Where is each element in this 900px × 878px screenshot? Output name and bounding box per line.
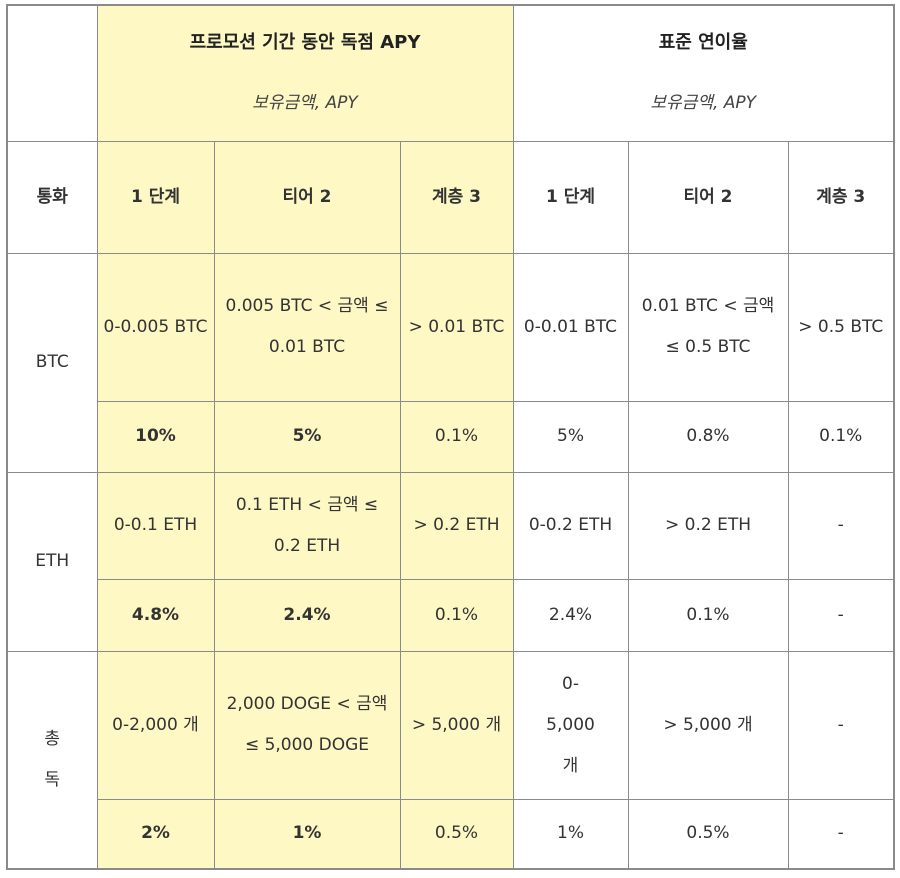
coin-doge: 총독	[6, 650, 98, 870]
eth-standard-range-1: 0-0.2 ETH	[512, 471, 629, 580]
btc-standard-rate-2: 0.8%	[627, 400, 789, 473]
btc-standard-range-2: 0.01 BTC < 금액 ≤ 0.5 BTC	[627, 252, 789, 402]
standard-header-cell: 표준 연이율 보유금액, APY	[512, 4, 895, 142]
eth-range-row: ETH 0-0.1 ETH 0.1 ETH < 금액 ≤ 0.2 ETH > 0…	[6, 471, 895, 652]
doge-rate-row: 2% 1% 0.5% 1% 0.5% -	[7, 798, 895, 870]
standard-tier-3: 계층 3	[787, 140, 895, 254]
promo-header-title: 프로모션 기간 동안 독점 APY	[189, 32, 421, 54]
coin-eth: ETH	[6, 471, 98, 652]
promo-tier-3: 계층 3	[399, 140, 514, 254]
eth-standard-rate-3: -	[787, 578, 895, 652]
promo-header-subtitle: 보유금액, APY	[252, 93, 358, 114]
eth-promo-range-3: > 0.2 ETH	[399, 471, 514, 580]
doge-standard-range-3: -	[787, 650, 895, 800]
eth-standard-range-3: -	[787, 471, 895, 580]
doge-standard-range-2: > 5,000 개	[627, 650, 789, 800]
doge-standard-rate-2: 0.5%	[627, 798, 789, 870]
btc-promo-range-3: > 0.01 BTC	[399, 252, 514, 402]
btc-promo-rate-1: 10%	[96, 400, 215, 473]
btc-promo-range-2: 0.005 BTC < 금액 ≤ 0.01 BTC	[213, 252, 401, 402]
btc-standard-rate-3: 0.1%	[787, 400, 895, 473]
standard-header-title: 표준 연이율	[658, 32, 748, 54]
coin-btc: BTC	[6, 252, 98, 473]
apy-comparison-table: 프로모션 기간 동안 독점 APY 보유금액, APY 표준 연이율 보유금액,…	[6, 4, 895, 870]
eth-promo-range-1: 0-0.1 ETH	[96, 471, 215, 580]
doge-promo-rate-2: 1%	[213, 798, 401, 870]
eth-standard-rate-1: 2.4%	[512, 578, 629, 652]
btc-standard-range-3: > 0.5 BTC	[787, 252, 895, 402]
btc-promo-range-1: 0-0.005 BTC	[96, 252, 215, 402]
header-row: 프로모션 기간 동안 독점 APY 보유금액, APY 표준 연이율 보유금액,…	[6, 4, 895, 142]
doge-promo-range-2: 2,000 DOGE < 금액 ≤ 5,000 DOGE	[213, 650, 401, 800]
currency-header: 통화	[6, 140, 98, 254]
standard-tier-1: 1 단계	[512, 140, 629, 254]
tier-row: 통화 1 단계 티어 2 계층 3 1 단계 티어 2 계층 3	[6, 140, 895, 254]
btc-promo-rate-2: 5%	[213, 400, 401, 473]
promo-tier-1: 1 단계	[96, 140, 215, 254]
eth-standard-rate-2: 0.1%	[627, 578, 789, 652]
doge-standard-rate-1: 1%	[512, 798, 629, 870]
eth-rate-row: 4.8% 2.4% 0.1% 2.4% 0.1% -	[7, 578, 895, 652]
standard-tier-2: 티어 2	[627, 140, 789, 254]
btc-standard-rate-1: 5%	[512, 400, 629, 473]
doge-promo-range-3: > 5,000 개	[399, 650, 514, 800]
eth-promo-rate-2: 2.4%	[213, 578, 401, 652]
btc-rate-row: 10% 5% 0.1% 5% 0.8% 0.1%	[7, 400, 895, 473]
doge-standard-rate-3: -	[787, 798, 895, 870]
eth-promo-range-2: 0.1 ETH < 금액 ≤ 0.2 ETH	[213, 471, 401, 580]
btc-range-row: BTC 0-0.005 BTC 0.005 BTC < 금액 ≤ 0.01 BT…	[6, 252, 895, 473]
doge-promo-rate-1: 2%	[96, 798, 215, 870]
eth-promo-rate-1: 4.8%	[96, 578, 215, 652]
corner-cell	[6, 4, 98, 142]
btc-promo-rate-3: 0.1%	[399, 400, 514, 473]
eth-standard-range-2: > 0.2 ETH	[627, 471, 789, 580]
doge-range-row: 총독 0-2,000 개 2,000 DOGE < 금액 ≤ 5,000 DOG…	[6, 650, 895, 870]
doge-promo-range-1: 0-2,000 개	[96, 650, 215, 800]
eth-promo-rate-3: 0.1%	[399, 578, 514, 652]
doge-standard-range-1: 0-5,000 개	[512, 650, 629, 800]
btc-standard-range-1: 0-0.01 BTC	[512, 252, 629, 402]
standard-header-subtitle: 보유금액, APY	[650, 93, 757, 114]
doge-promo-rate-3: 0.5%	[399, 798, 514, 870]
apy-table-container: 프로모션 기간 동안 독점 APY 보유금액, APY 표준 연이율 보유금액,…	[6, 4, 895, 870]
promo-tier-2: 티어 2	[213, 140, 401, 254]
promo-header-cell: 프로모션 기간 동안 독점 APY 보유금액, APY	[96, 4, 514, 142]
